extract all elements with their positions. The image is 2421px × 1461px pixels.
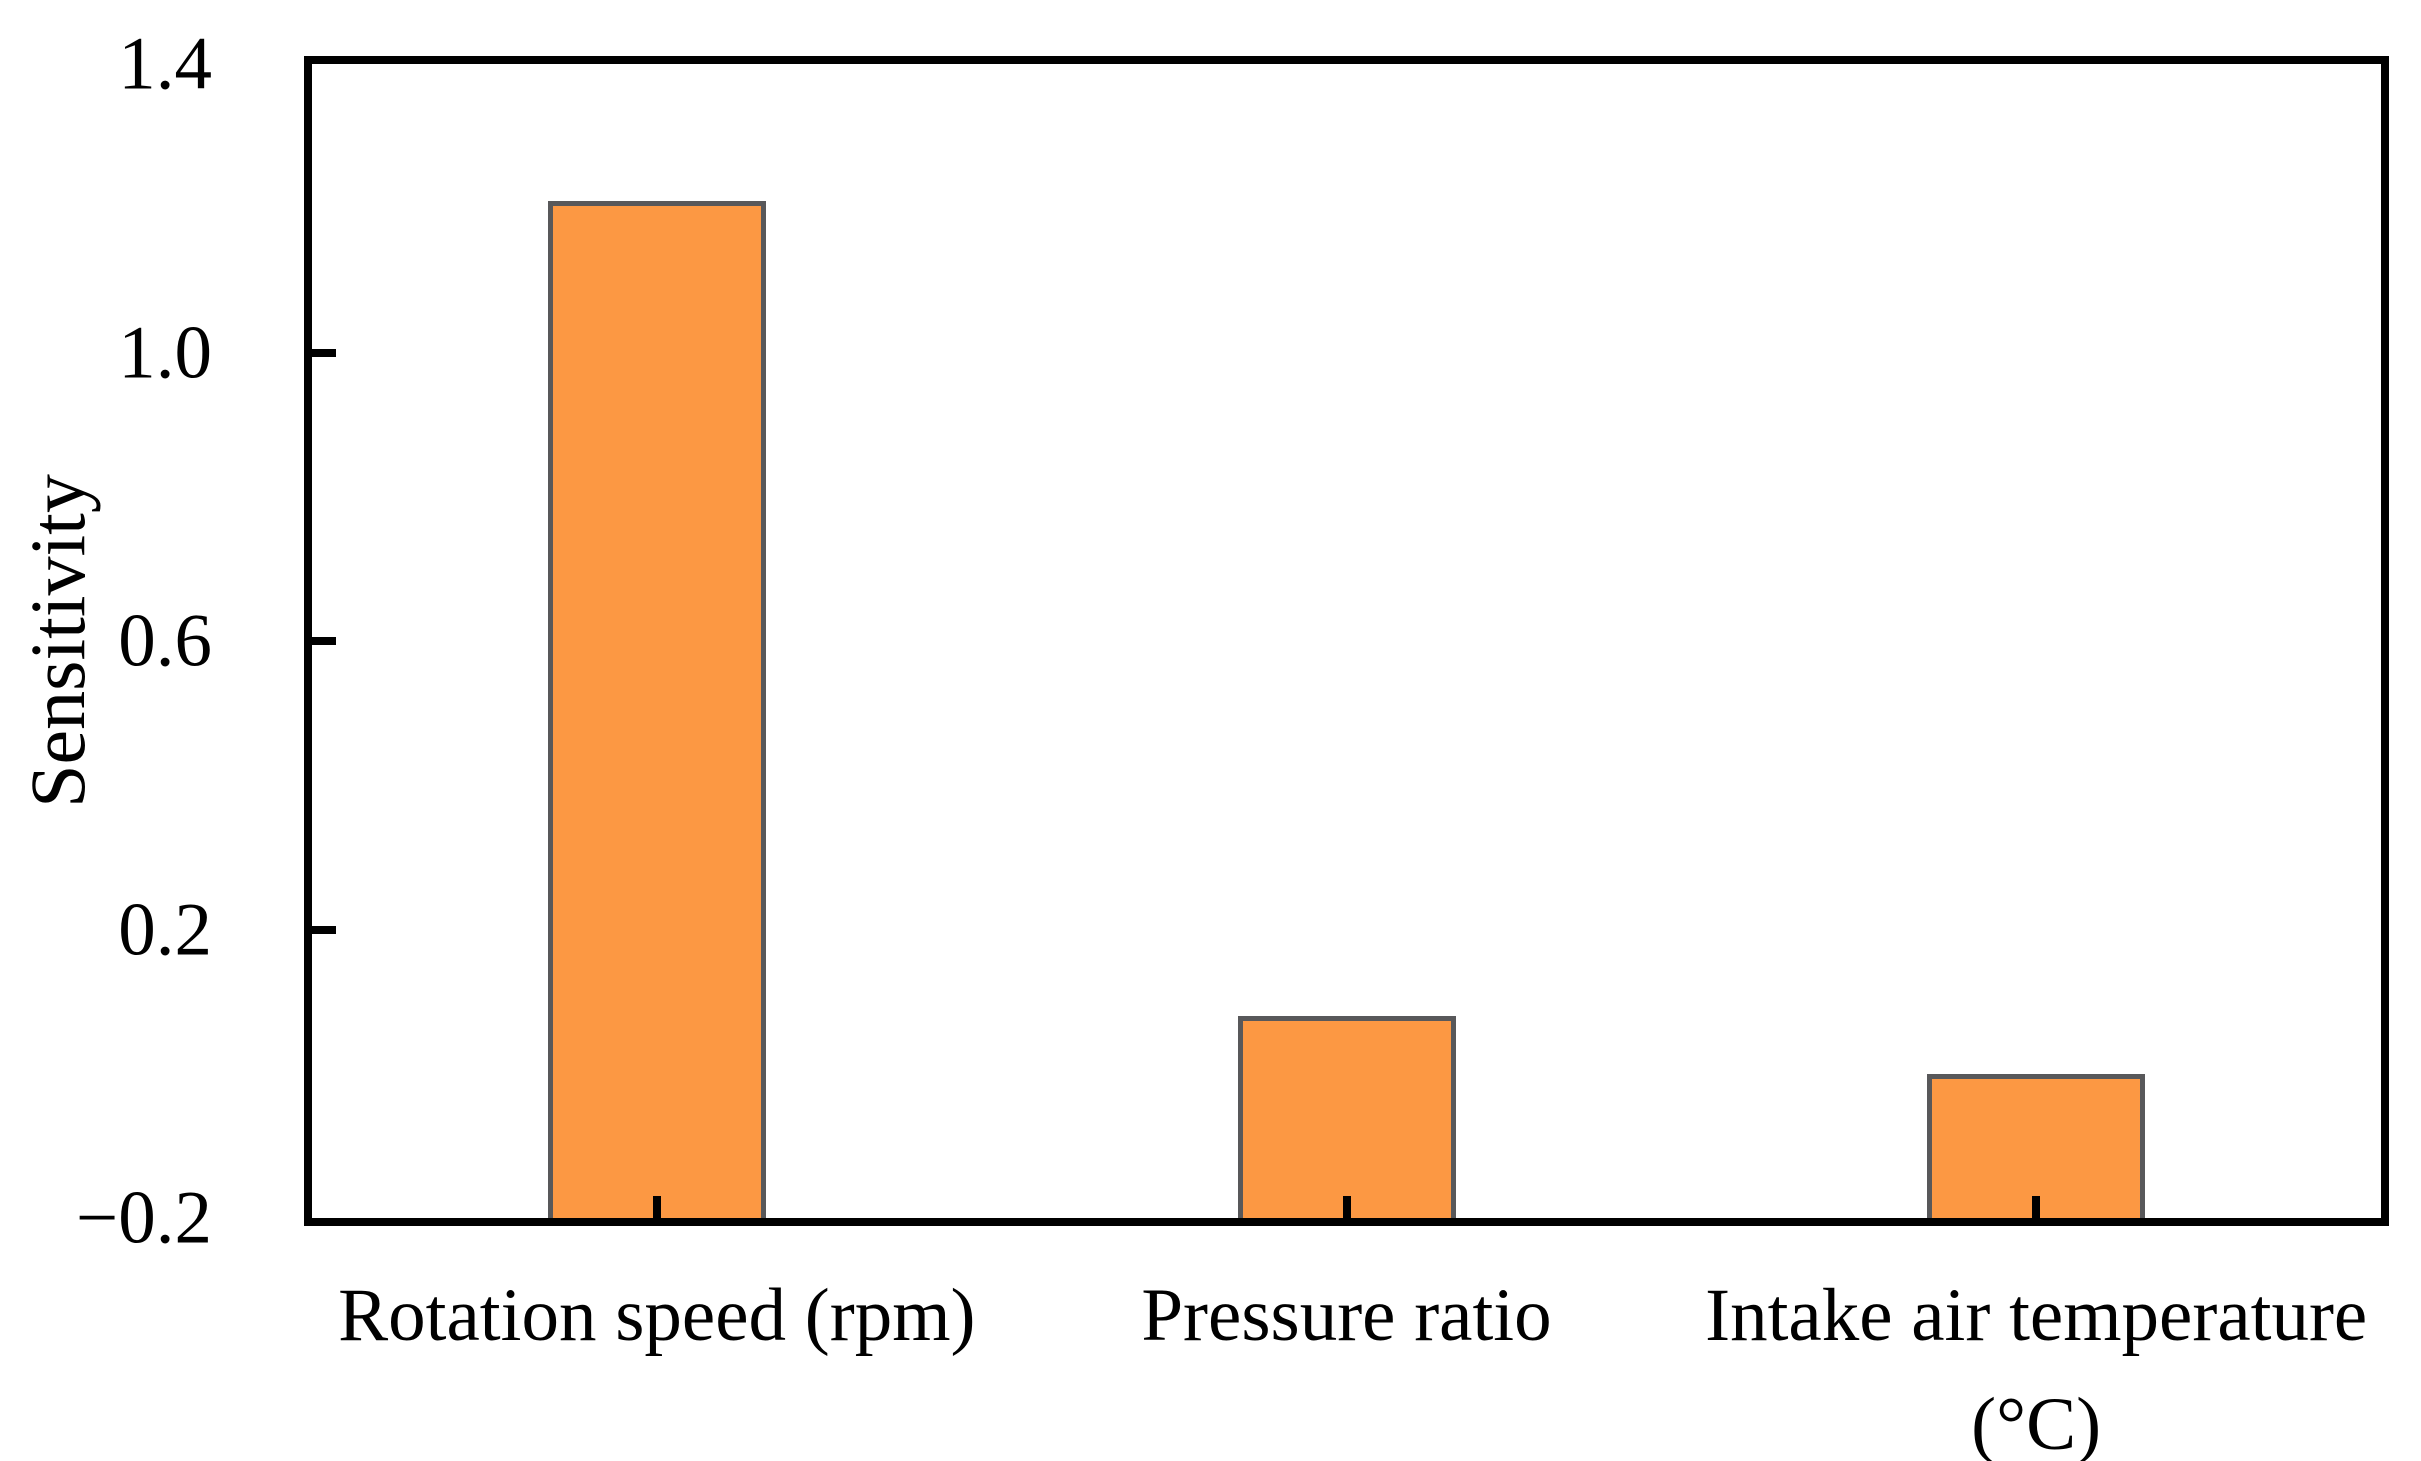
x-tick-2 xyxy=(1342,1196,1351,1218)
x-category-label-line: (°C) xyxy=(1971,1382,2102,1461)
x-tick-1 xyxy=(652,1196,661,1218)
y-tick-label: 0.2 xyxy=(118,888,212,971)
y-tick-label: 1.4 xyxy=(118,22,212,106)
x-category-label-line: Pressure ratio xyxy=(1141,1274,1552,1357)
bar-3 xyxy=(1927,1073,2146,1218)
x-category-label: Rotation speed (rpm) xyxy=(338,1262,975,1371)
x-category-label: Intake air temperature (°C) xyxy=(1705,1262,2367,1461)
bar-2 xyxy=(1237,1016,1456,1218)
y-tick-0.2 xyxy=(312,925,336,934)
y-tick-label: −0.2 xyxy=(75,1176,212,1260)
y-tick-1.0 xyxy=(312,348,336,357)
plot-area xyxy=(304,56,2389,1226)
y-axis-title: Sensitivity xyxy=(14,474,101,808)
y-tick-0.6 xyxy=(312,637,336,645)
y-tick-label: 1.0 xyxy=(118,311,212,394)
y-tick-label: 0.6 xyxy=(118,599,212,683)
x-category-label: Pressure ratio xyxy=(1141,1262,1551,1371)
x-category-label-line: Intake air temperature xyxy=(1705,1274,2368,1357)
bar-1 xyxy=(547,201,766,1218)
x-category-label-line: Rotation speed (rpm) xyxy=(338,1274,976,1357)
x-tick-3 xyxy=(2032,1196,2041,1218)
